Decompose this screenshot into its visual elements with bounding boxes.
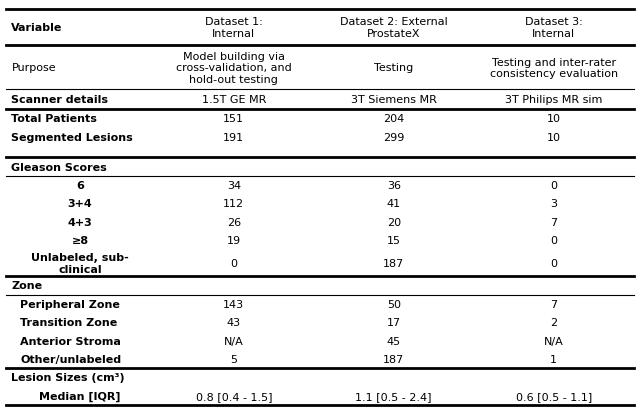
Text: 143: 143 [223,299,244,309]
Text: 5: 5 [230,354,237,364]
Text: 26: 26 [227,217,241,227]
Text: Purpose: Purpose [12,63,56,73]
Text: 15: 15 [387,236,401,246]
Text: 0: 0 [550,258,557,268]
Text: Dataset 2: External
ProstateX: Dataset 2: External ProstateX [340,17,447,39]
Text: 187: 187 [383,258,404,268]
Text: Scanner details: Scanner details [12,95,108,105]
Text: 204: 204 [383,114,404,124]
Text: 112: 112 [223,199,244,209]
Text: Total Patients: Total Patients [12,114,97,124]
Text: 7: 7 [550,217,557,227]
Text: 1.5T GE MR: 1.5T GE MR [202,95,266,105]
Text: 36: 36 [387,181,401,191]
Text: 19: 19 [227,236,241,246]
Text: N/A: N/A [224,336,244,346]
Text: 0: 0 [230,258,237,268]
Text: 4+3: 4+3 [68,217,92,227]
Text: 43: 43 [227,317,241,327]
Text: Dataset 1:
Internal: Dataset 1: Internal [205,17,262,39]
Text: 3T Philips MR sim: 3T Philips MR sim [505,95,602,105]
Text: 10: 10 [547,114,561,124]
Text: 191: 191 [223,133,244,142]
Text: 151: 151 [223,114,244,124]
Text: 20: 20 [387,217,401,227]
Text: 41: 41 [387,199,401,209]
Text: 1: 1 [550,354,557,364]
Text: 299: 299 [383,133,404,142]
Text: Lesion Sizes (cm³): Lesion Sizes (cm³) [12,373,125,382]
Text: Dataset 3:
Internal: Dataset 3: Internal [525,17,582,39]
Text: Variable: Variable [12,23,63,33]
Text: 0: 0 [550,236,557,246]
Text: Segmented Lesions: Segmented Lesions [12,133,133,142]
Text: ≥8: ≥8 [72,236,89,246]
Text: 50: 50 [387,299,401,309]
Text: 3+4: 3+4 [68,199,92,209]
Text: 0.6 [0.5 - 1.1]: 0.6 [0.5 - 1.1] [515,391,592,401]
Text: 17: 17 [387,317,401,327]
Text: Transition Zone: Transition Zone [20,317,118,327]
Text: 0.8 [0.4 - 1.5]: 0.8 [0.4 - 1.5] [195,391,272,401]
Text: Median [IQR]: Median [IQR] [39,391,121,401]
Text: Testing and inter-rater
consistency evaluation: Testing and inter-rater consistency eval… [490,57,618,79]
Text: 34: 34 [227,181,241,191]
Text: 10: 10 [547,133,561,142]
Text: 1.1 [0.5 - 2.4]: 1.1 [0.5 - 2.4] [355,391,432,401]
Text: 6: 6 [76,181,84,191]
Text: Gleason Scores: Gleason Scores [12,162,107,172]
Text: Model building via
cross-validation, and
hold-out testing: Model building via cross-validation, and… [176,52,292,85]
Text: Peripheral Zone: Peripheral Zone [20,299,120,309]
Text: N/A: N/A [544,336,563,346]
Text: Other/unlabeled: Other/unlabeled [20,354,122,364]
Text: Testing: Testing [374,63,413,73]
Text: Anterior Stroma: Anterior Stroma [20,336,121,346]
Text: 7: 7 [550,299,557,309]
Text: 3: 3 [550,199,557,209]
Text: Unlabeled, sub-
clinical: Unlabeled, sub- clinical [31,252,129,274]
Text: 2: 2 [550,317,557,327]
Text: 187: 187 [383,354,404,364]
Text: 45: 45 [387,336,401,346]
Text: 3T Siemens MR: 3T Siemens MR [351,95,436,105]
Text: Zone: Zone [12,281,42,291]
Text: 0: 0 [550,181,557,191]
